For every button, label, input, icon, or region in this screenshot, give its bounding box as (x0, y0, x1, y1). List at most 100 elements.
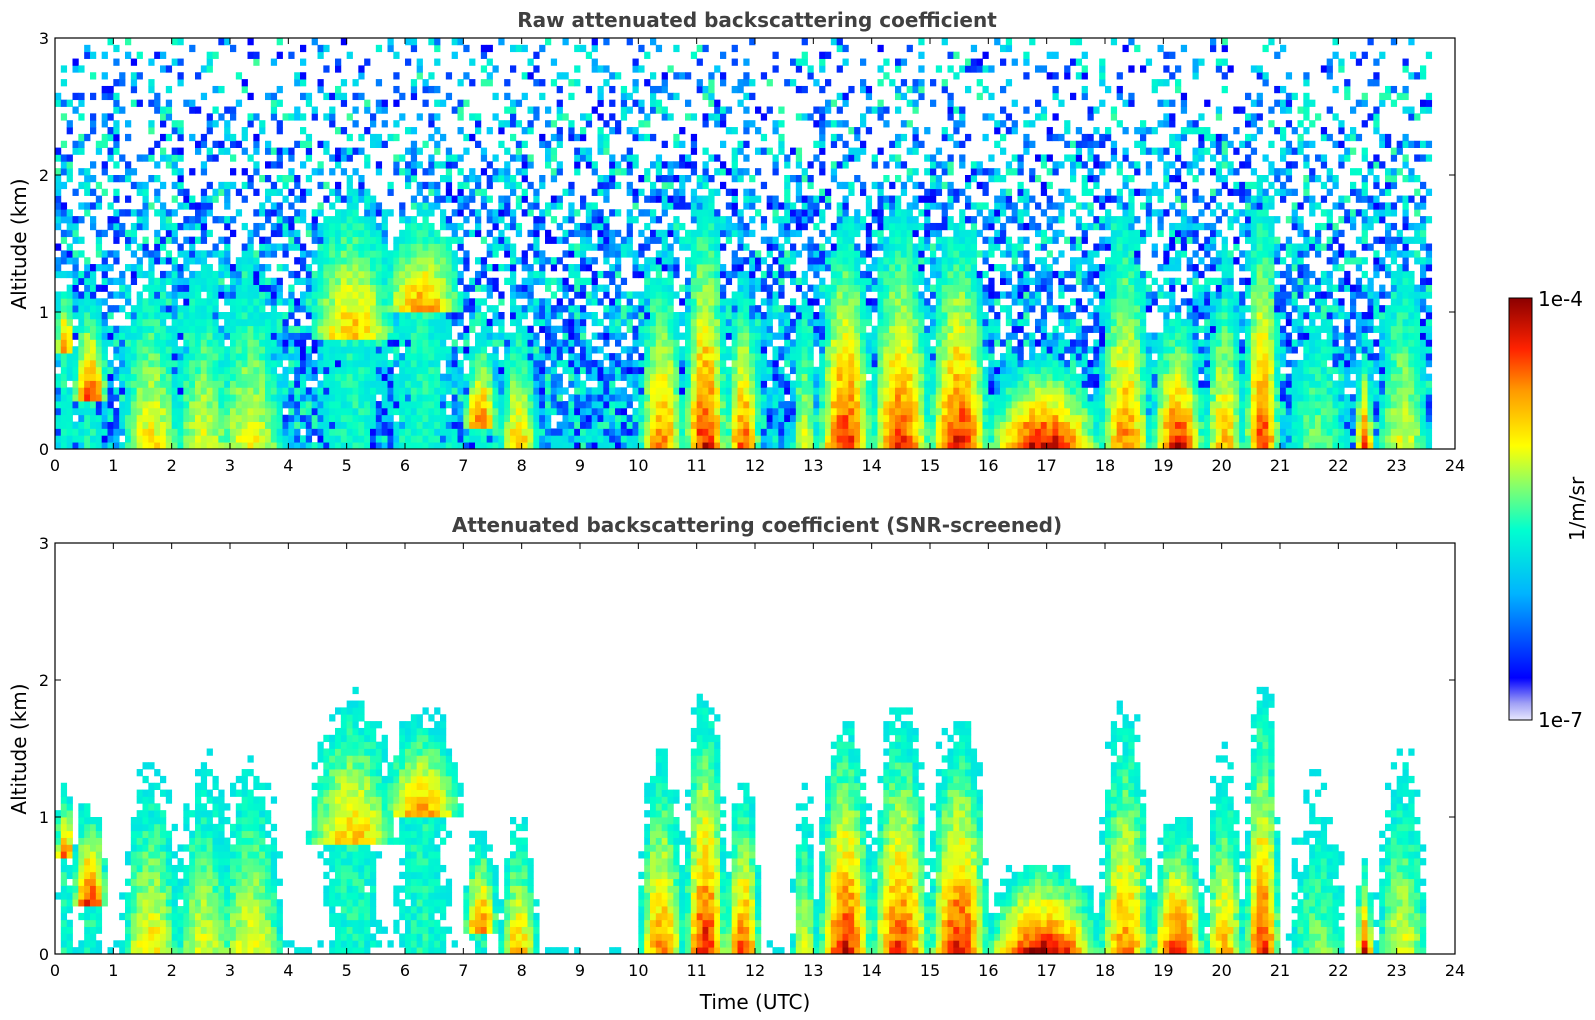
heat-cell (790, 407, 797, 416)
heat-cell (90, 394, 97, 402)
heat-cell (218, 380, 225, 388)
heat-cell (305, 270, 313, 279)
heat-cell (387, 312, 394, 320)
heat-cell (510, 305, 517, 313)
heat-cell (358, 325, 365, 333)
heat-cell (171, 305, 178, 313)
heat-cell (78, 298, 85, 306)
heat-cell (346, 195, 353, 203)
heat-cell (749, 428, 756, 436)
heat-cell (305, 353, 313, 361)
heat-cell (381, 387, 388, 395)
heat-cell (416, 332, 423, 340)
heat-cell (130, 250, 138, 258)
heat-cell (568, 359, 575, 368)
heat-cell (714, 250, 721, 258)
heat-cell (358, 72, 365, 80)
heat-cell (428, 257, 435, 265)
heat-cell (749, 92, 756, 101)
heat-cell (725, 168, 733, 176)
heat-cell (346, 414, 353, 422)
heat-cell (60, 202, 68, 210)
heat-cell (305, 133, 313, 142)
heat-cell (696, 366, 703, 375)
heat-cell (720, 346, 727, 354)
heat-cell (387, 133, 394, 142)
heat-cell (235, 380, 243, 388)
heat-cell (84, 318, 91, 327)
heat-cell (224, 133, 231, 142)
heat-cell (510, 312, 517, 320)
heat-cell (807, 380, 814, 388)
heat-cell (720, 428, 727, 436)
heat-cell (399, 168, 406, 176)
heat-cell (230, 325, 237, 333)
heat-cell (696, 264, 703, 272)
heat-cell (160, 298, 167, 306)
heat-cell (335, 298, 342, 306)
heat-cell (165, 133, 173, 142)
heat-cell (702, 401, 709, 409)
heat-cell (795, 380, 803, 388)
heat-cell (346, 188, 353, 196)
heat-cell (486, 250, 493, 258)
heat-cell (673, 401, 680, 409)
heat-cell (778, 229, 785, 238)
heat-cell (638, 133, 645, 142)
heat-cell (136, 305, 143, 313)
heat-cell (475, 222, 482, 231)
heat-cell (136, 298, 143, 306)
heat-cell (72, 147, 79, 155)
heat-cell (749, 270, 756, 279)
heat-cell (585, 154, 593, 162)
heat-cell (259, 264, 266, 272)
heat-cell (626, 106, 633, 114)
heat-cell (66, 428, 73, 436)
heat-cell (568, 414, 575, 422)
heat-cell (690, 236, 698, 244)
heat-cell (329, 250, 336, 258)
heat-cell (259, 421, 266, 429)
heat-cell (795, 346, 803, 354)
heat-cell (364, 346, 371, 354)
heat-cell (655, 195, 663, 203)
heat-cell (597, 216, 604, 224)
heat-cell (661, 346, 668, 354)
heat-cell (294, 229, 301, 238)
heat-cell (329, 277, 336, 285)
heat-cell (405, 264, 412, 272)
heat-cell (55, 243, 62, 251)
heat-cell (84, 346, 91, 354)
heat-cell (650, 401, 657, 409)
heat-cell (224, 195, 231, 203)
heat-cell (212, 442, 219, 450)
heat-cell (294, 175, 301, 183)
heat-cell (235, 312, 243, 320)
heat-cell (510, 284, 517, 292)
heat-cell (294, 339, 301, 347)
heat-cell (410, 264, 418, 272)
heat-cell (358, 133, 365, 142)
heat-cell (650, 435, 657, 443)
heat-cell (743, 257, 750, 265)
heat-cell (154, 312, 161, 320)
heat-cell (632, 154, 639, 162)
heat-cell (410, 92, 418, 101)
heat-cell (795, 188, 803, 196)
heat-cell (165, 353, 173, 361)
heat-cell (486, 339, 493, 347)
heat-cell (615, 394, 622, 402)
heat-cell (673, 72, 680, 80)
heat-cell (445, 442, 453, 450)
heat-cell (253, 332, 260, 340)
heat-cell (416, 421, 423, 429)
heat-cell (626, 209, 633, 217)
heat-cell (702, 92, 709, 101)
heat-cell (160, 65, 167, 73)
heat-cell (609, 373, 616, 381)
heat-cell (95, 366, 103, 375)
heat-cell (655, 154, 663, 162)
heat-cell (300, 442, 307, 450)
heat-cell (282, 325, 289, 333)
heat-cell (451, 394, 458, 402)
